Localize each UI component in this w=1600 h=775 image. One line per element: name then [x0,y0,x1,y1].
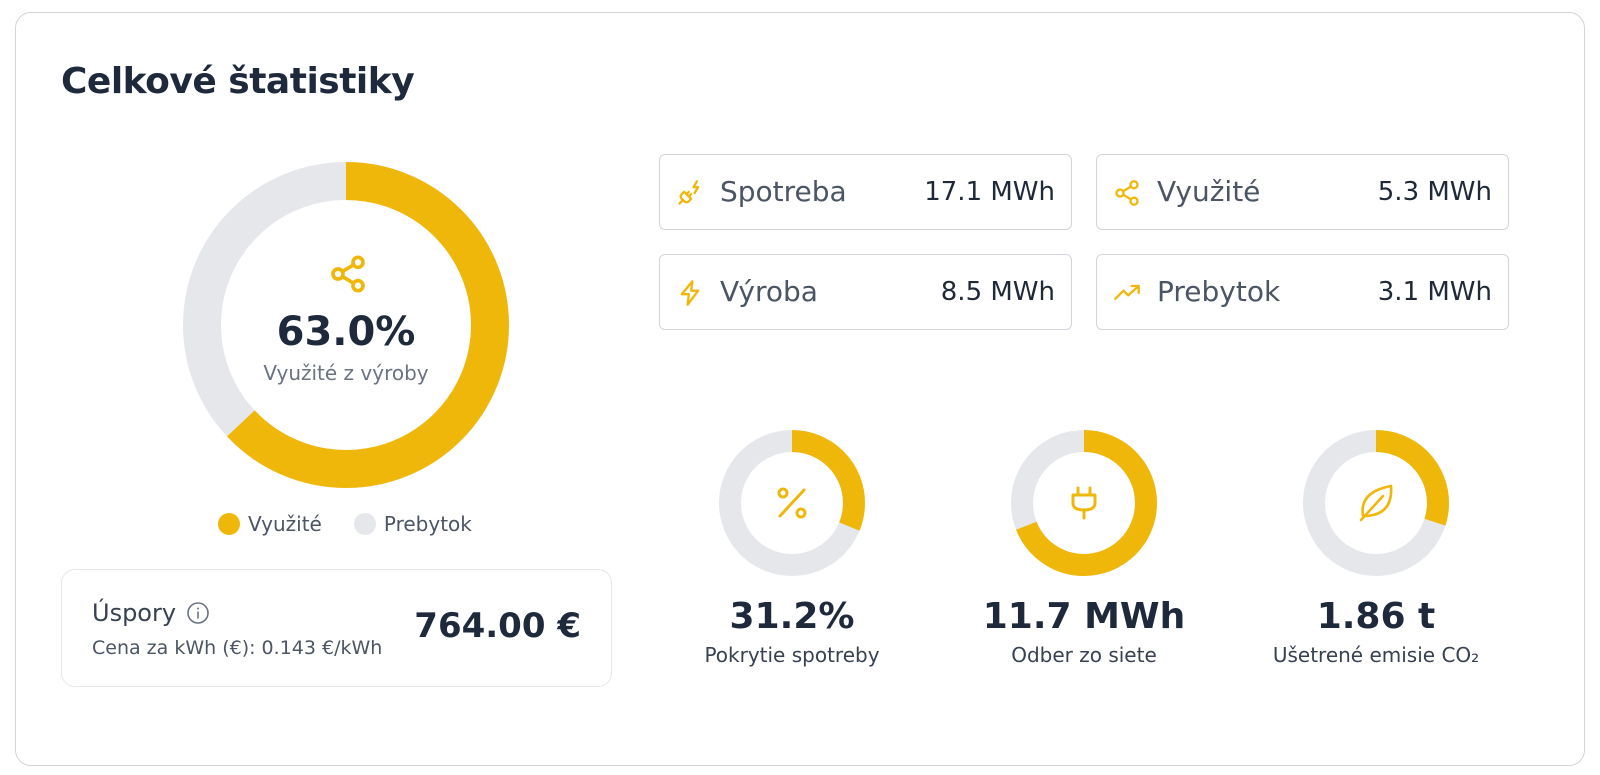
legend-dot-used [218,513,240,535]
mini-donut-arc [1303,430,1449,576]
plug-lightning-icon [678,180,700,205]
mini-value: 31.2% [729,596,855,637]
share-icon [331,255,365,293]
mini-label: Ušetrené emisie CO₂ [1272,643,1480,667]
info-icon[interactable] [186,601,210,625]
stat-label: Prebytok [1157,275,1281,308]
mini-label: Pokrytie spotreby [704,643,880,667]
mini-donut-arc [1011,430,1157,576]
mini-value: 11.7 MWh [982,596,1186,637]
mini-chart-emissions: 1.86 t Ušetrené emisie CO₂ [1266,428,1486,667]
plug-icon [1071,486,1097,520]
mini-chart-grid: 11.7 MWh Odber zo siete [974,428,1194,667]
lightning-icon [680,280,700,306]
main-donut-label: Využité z výroby [263,361,429,385]
main-donut-chart [183,162,509,488]
legend-label-surplus: Prebytok [383,512,472,536]
percent-icon [777,487,807,519]
stat-value: 17.1 MWh [924,177,1055,207]
stat-value: 3.1 MWh [1377,277,1492,307]
main-donut-value: 63.0% [276,309,416,355]
card-title: Celkové štatistiky [61,61,415,102]
leaf-icon [1359,484,1393,522]
savings-price: Cena za kWh (€): 0.143 €/kWh [92,637,383,659]
savings-box: Úspory Cena za kWh (€): 0.143 €/kWh 764.… [61,569,612,687]
mini-donut-arc [719,430,865,576]
savings-title: Úspory [92,599,177,627]
stat-consumption: Spotreba 17.1 MWh [659,154,1072,230]
main-donut-center: 63.0% Využité z výroby [178,157,514,493]
savings-title-row: Úspory [92,599,210,627]
mini-label: Odber zo siete [1011,643,1157,667]
main-donut-arc [183,162,509,488]
mini-chart-coverage: 31.2% Pokrytie spotreby [682,428,902,667]
stat-label: Využité [1157,175,1261,208]
stat-production: Výroba 8.5 MWh [659,254,1072,330]
main-donut-legend: Využité Prebytok [218,512,504,536]
trending-up-icon [1114,284,1140,300]
stat-label: Spotreba [720,175,847,208]
stat-label: Výroba [720,275,818,308]
mini-donut-chart [1303,430,1449,576]
legend-label-used: Využité [248,512,322,536]
stats-card [15,12,1585,766]
legend-item-surplus: Prebytok [353,512,472,536]
mini-donut-chart [1011,430,1157,576]
legend-dot-surplus [353,513,376,535]
stat-value: 8.5 MWh [940,277,1055,307]
legend-item-used: Využité [218,512,322,536]
stat-value: 5.3 MWh [1377,177,1492,207]
mini-donut-chart [719,430,865,576]
savings-value: 764.00 € [414,606,581,646]
stat-surplus: Prebytok 3.1 MWh [1096,254,1509,330]
stat-used: Využité 5.3 MWh [1096,154,1509,230]
mini-value: 1.86 t [1316,596,1436,637]
share-icon [1115,180,1139,206]
